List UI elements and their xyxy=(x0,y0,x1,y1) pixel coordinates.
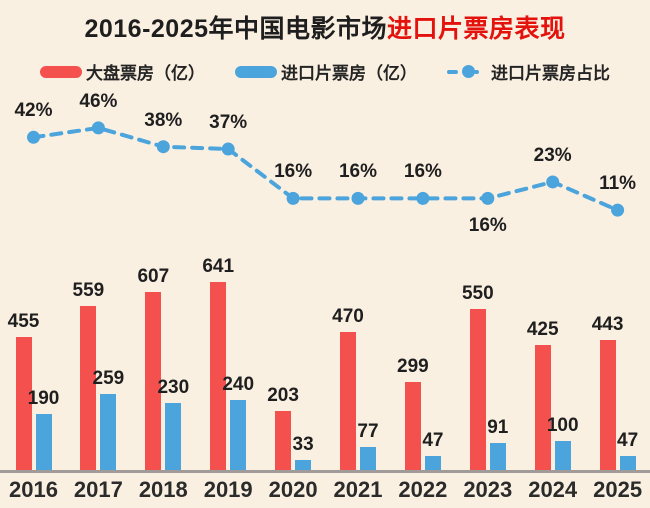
value-label-import-2019: 240 xyxy=(222,373,255,395)
bar-import-2021 xyxy=(360,447,376,470)
share-dot-2016 xyxy=(27,130,40,144)
value-label-import-2018: 230 xyxy=(157,376,190,398)
bar-import-2025 xyxy=(619,456,636,470)
value-label-import-2025: 47 xyxy=(617,430,639,452)
value-label-gross-2017: 559 xyxy=(72,280,105,302)
bar-gross-2020 xyxy=(275,410,292,470)
share-label-2024: 23% xyxy=(533,144,572,166)
x-axis-label-2023: 2023 xyxy=(463,477,513,502)
bar-gross-2023 xyxy=(469,308,486,470)
share-label-2017: 46% xyxy=(79,90,118,112)
bar-import-2018 xyxy=(165,402,182,470)
share-label-2020: 16% xyxy=(274,161,313,183)
value-label-gross-2016: 455 xyxy=(7,310,40,332)
bar-import-2023 xyxy=(489,443,506,470)
value-label-gross-2023: 550 xyxy=(461,282,494,304)
value-label-gross-2025: 443 xyxy=(591,314,624,336)
share-dot-2021 xyxy=(351,191,365,205)
value-label-gross-2024: 425 xyxy=(526,319,559,341)
share-dot-2018 xyxy=(156,140,170,154)
bar-gross-2018 xyxy=(145,292,162,470)
bar-import-2024 xyxy=(554,440,571,470)
x-axis-line xyxy=(0,470,650,473)
blue-bar-swatch-icon xyxy=(235,65,277,78)
bar-import-2016 xyxy=(35,414,52,470)
x-axis-label-2019: 2019 xyxy=(203,477,253,502)
share-label-2025: 11% xyxy=(599,173,637,195)
share-dot-2017 xyxy=(91,121,105,135)
value-label-import-2022: 47 xyxy=(422,430,444,452)
value-label-import-2024: 100 xyxy=(546,414,579,436)
bar-import-2022 xyxy=(424,456,441,470)
legend-item-import-boxoffice: 进口片票房（亿） xyxy=(235,59,417,84)
bar-gross-2025 xyxy=(599,340,616,470)
legend: 大盘票房（亿） 进口片票房（亿） 进口片票房占比 xyxy=(0,59,650,84)
value-label-gross-2018: 607 xyxy=(137,266,170,288)
share-dot-2025 xyxy=(611,203,625,217)
value-label-gross-2021: 470 xyxy=(332,306,364,328)
page-title-highlight: 进口片票房表现 xyxy=(387,15,566,43)
legend-label-import: 进口片票房（亿） xyxy=(281,64,417,83)
dashed-line-dot-marker-icon xyxy=(447,65,481,78)
bar-import-2020 xyxy=(295,460,312,470)
bar-import-2017 xyxy=(100,394,117,470)
x-axis-label-2020: 2020 xyxy=(268,477,318,502)
x-axis-label-2018: 2018 xyxy=(138,477,188,502)
x-axis-label-2021: 2021 xyxy=(333,477,383,502)
value-label-gross-2019: 641 xyxy=(202,256,235,278)
value-label-import-2017: 259 xyxy=(92,368,125,390)
value-label-import-2016: 190 xyxy=(27,388,60,410)
share-dot-2020 xyxy=(286,191,300,205)
page-title-main: 2016-2025年中国电影市场 xyxy=(84,15,388,43)
legend-item-import-share: 进口片票房占比 xyxy=(447,59,610,84)
legend-item-gross-boxoffice: 大盘票房（亿） xyxy=(40,59,205,84)
x-axis-label-2025: 2025 xyxy=(593,477,643,502)
bar-gross-2016 xyxy=(15,336,32,470)
value-label-import-2020: 33 xyxy=(292,434,314,456)
value-label-import-2021: 77 xyxy=(357,421,379,443)
share-label-2018: 38% xyxy=(144,109,183,131)
share-line xyxy=(31,125,620,213)
value-label-gross-2022: 299 xyxy=(397,356,429,378)
share-label-2021: 16% xyxy=(338,161,378,183)
share-label-2022: 16% xyxy=(403,161,442,183)
x-axis-label-2017: 2017 xyxy=(73,477,123,502)
share-dot-2022 xyxy=(416,191,430,205)
page-title: 2016-2025年中国电影市场进口片票房表现 xyxy=(0,9,650,45)
x-axis-label-2024: 2024 xyxy=(528,477,578,502)
bar-gross-2024 xyxy=(534,345,551,470)
value-label-gross-2020: 203 xyxy=(267,384,299,406)
value-label-import-2023: 91 xyxy=(487,417,509,439)
bar-gross-2021 xyxy=(340,332,356,470)
share-dot-2023 xyxy=(481,191,495,205)
legend-label-share: 进口片票房占比 xyxy=(491,64,610,83)
share-label-2016: 42% xyxy=(14,100,53,122)
bar-gross-2019 xyxy=(210,282,227,470)
x-axis-label-2022: 2022 xyxy=(398,477,448,502)
legend-label-gross: 大盘票房（亿） xyxy=(86,64,205,83)
share-line-chart xyxy=(27,121,625,217)
red-bar-swatch-icon xyxy=(40,65,82,78)
share-label-2019: 37% xyxy=(209,112,248,134)
bar-gross-2017 xyxy=(80,306,97,470)
bar-import-2019 xyxy=(230,399,247,470)
share-label-2023: 16% xyxy=(468,215,507,237)
bar-gross-2022 xyxy=(404,382,421,470)
x-axis-label-2016: 2016 xyxy=(9,477,58,502)
share-dot-2019 xyxy=(221,142,235,156)
share-dot-2024 xyxy=(546,175,560,189)
